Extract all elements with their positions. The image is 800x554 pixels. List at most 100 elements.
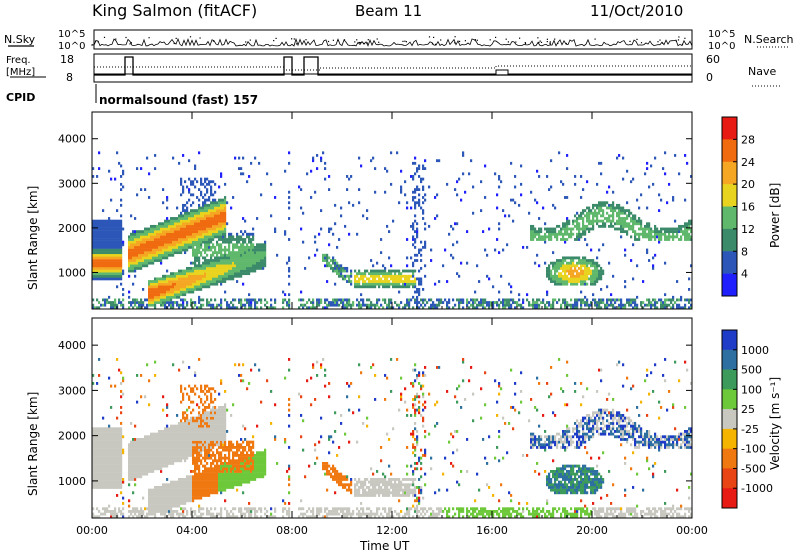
power-cell bbox=[164, 235, 167, 239]
power-cell bbox=[256, 301, 259, 304]
power-cell bbox=[110, 235, 113, 239]
power-cell bbox=[596, 261, 599, 265]
power-cell bbox=[108, 277, 111, 281]
power-cell bbox=[228, 264, 231, 268]
power-cell bbox=[672, 235, 675, 239]
power-cell bbox=[212, 214, 215, 218]
power-cell bbox=[114, 232, 117, 236]
power-cell bbox=[220, 172, 223, 176]
velocity-cell bbox=[134, 462, 137, 465]
power-cell bbox=[104, 261, 107, 265]
power-cell bbox=[152, 259, 155, 262]
power-cell bbox=[210, 266, 213, 270]
power-cell bbox=[122, 185, 125, 189]
power-cell bbox=[230, 235, 233, 239]
power-cell bbox=[598, 211, 601, 215]
power-cell bbox=[122, 172, 125, 176]
power-cell bbox=[346, 274, 349, 278]
power-cell bbox=[244, 253, 247, 257]
power-cell bbox=[108, 295, 111, 299]
power-cell bbox=[194, 227, 197, 231]
power-cell bbox=[216, 266, 219, 270]
power-cell bbox=[396, 277, 399, 281]
power-cell bbox=[100, 303, 103, 307]
power-cell bbox=[182, 185, 185, 189]
power-cell bbox=[228, 277, 231, 281]
power-cell bbox=[196, 272, 199, 276]
power-cell bbox=[660, 227, 663, 231]
power-cell bbox=[312, 156, 315, 160]
power-cell bbox=[536, 306, 539, 310]
power-cell bbox=[210, 264, 213, 268]
velocity-cell bbox=[98, 451, 101, 455]
power-cell bbox=[670, 306, 673, 310]
power-cell bbox=[514, 201, 517, 205]
power-cell bbox=[424, 240, 427, 244]
power-cell bbox=[248, 175, 251, 178]
power-cell bbox=[578, 274, 581, 278]
power-cell bbox=[608, 206, 611, 210]
power-cell bbox=[234, 238, 237, 241]
power-cell bbox=[210, 185, 213, 189]
power-cell bbox=[544, 306, 547, 310]
power-cell bbox=[194, 272, 197, 276]
power-cell bbox=[580, 214, 583, 218]
velocity-cell bbox=[136, 454, 139, 457]
power-cell bbox=[568, 272, 571, 276]
power-cell bbox=[370, 285, 373, 289]
velocity-cell bbox=[116, 438, 119, 441]
velocity-cell bbox=[102, 470, 105, 473]
power-cell bbox=[234, 256, 237, 260]
power-cell bbox=[424, 264, 427, 268]
velocity-cell bbox=[100, 446, 103, 449]
power-cell bbox=[584, 232, 587, 236]
velocity-cell bbox=[96, 427, 99, 431]
power-cell bbox=[208, 180, 211, 184]
power-cell bbox=[530, 303, 533, 307]
power-cell bbox=[178, 238, 181, 241]
velocity-cell bbox=[160, 435, 163, 439]
power-cell bbox=[110, 248, 113, 252]
power-cell bbox=[620, 209, 623, 213]
power-cell bbox=[256, 245, 259, 249]
power-cell bbox=[690, 298, 693, 302]
power-cell bbox=[192, 287, 195, 291]
velocity-cell bbox=[160, 512, 163, 516]
power-cell bbox=[288, 298, 291, 302]
power-cell bbox=[584, 301, 587, 304]
velocity-cell bbox=[94, 464, 97, 468]
power-cell bbox=[544, 222, 547, 226]
velocity-cell bbox=[134, 440, 137, 444]
power-cell bbox=[174, 285, 177, 289]
power-cell bbox=[690, 219, 693, 223]
power-cell bbox=[390, 151, 393, 155]
power-cell bbox=[338, 264, 341, 268]
power-cell bbox=[260, 259, 263, 262]
power-heatmap bbox=[92, 151, 693, 310]
power-cell bbox=[132, 269, 135, 273]
power-cell bbox=[572, 272, 575, 276]
velocity-cell bbox=[104, 472, 107, 476]
power-cell bbox=[590, 211, 593, 215]
power-cell bbox=[562, 301, 565, 304]
power-cell bbox=[106, 251, 109, 255]
velocity-cell bbox=[120, 432, 123, 436]
velocity-cell bbox=[128, 464, 131, 468]
power-cell bbox=[518, 293, 521, 297]
power-cell bbox=[120, 240, 123, 244]
power-cell bbox=[544, 261, 547, 265]
power-cell bbox=[342, 277, 345, 281]
power-cell bbox=[462, 172, 465, 176]
power-cell bbox=[536, 230, 539, 234]
power-cell bbox=[556, 280, 559, 283]
power-cell bbox=[406, 301, 409, 304]
power-cell bbox=[204, 209, 207, 213]
power-cell bbox=[138, 301, 141, 304]
power-cell bbox=[666, 298, 669, 302]
velocity-cell bbox=[150, 459, 153, 463]
velocity-cell bbox=[94, 478, 97, 481]
power-cell bbox=[182, 298, 185, 302]
power-cell bbox=[230, 253, 233, 257]
power-cell bbox=[522, 306, 525, 310]
